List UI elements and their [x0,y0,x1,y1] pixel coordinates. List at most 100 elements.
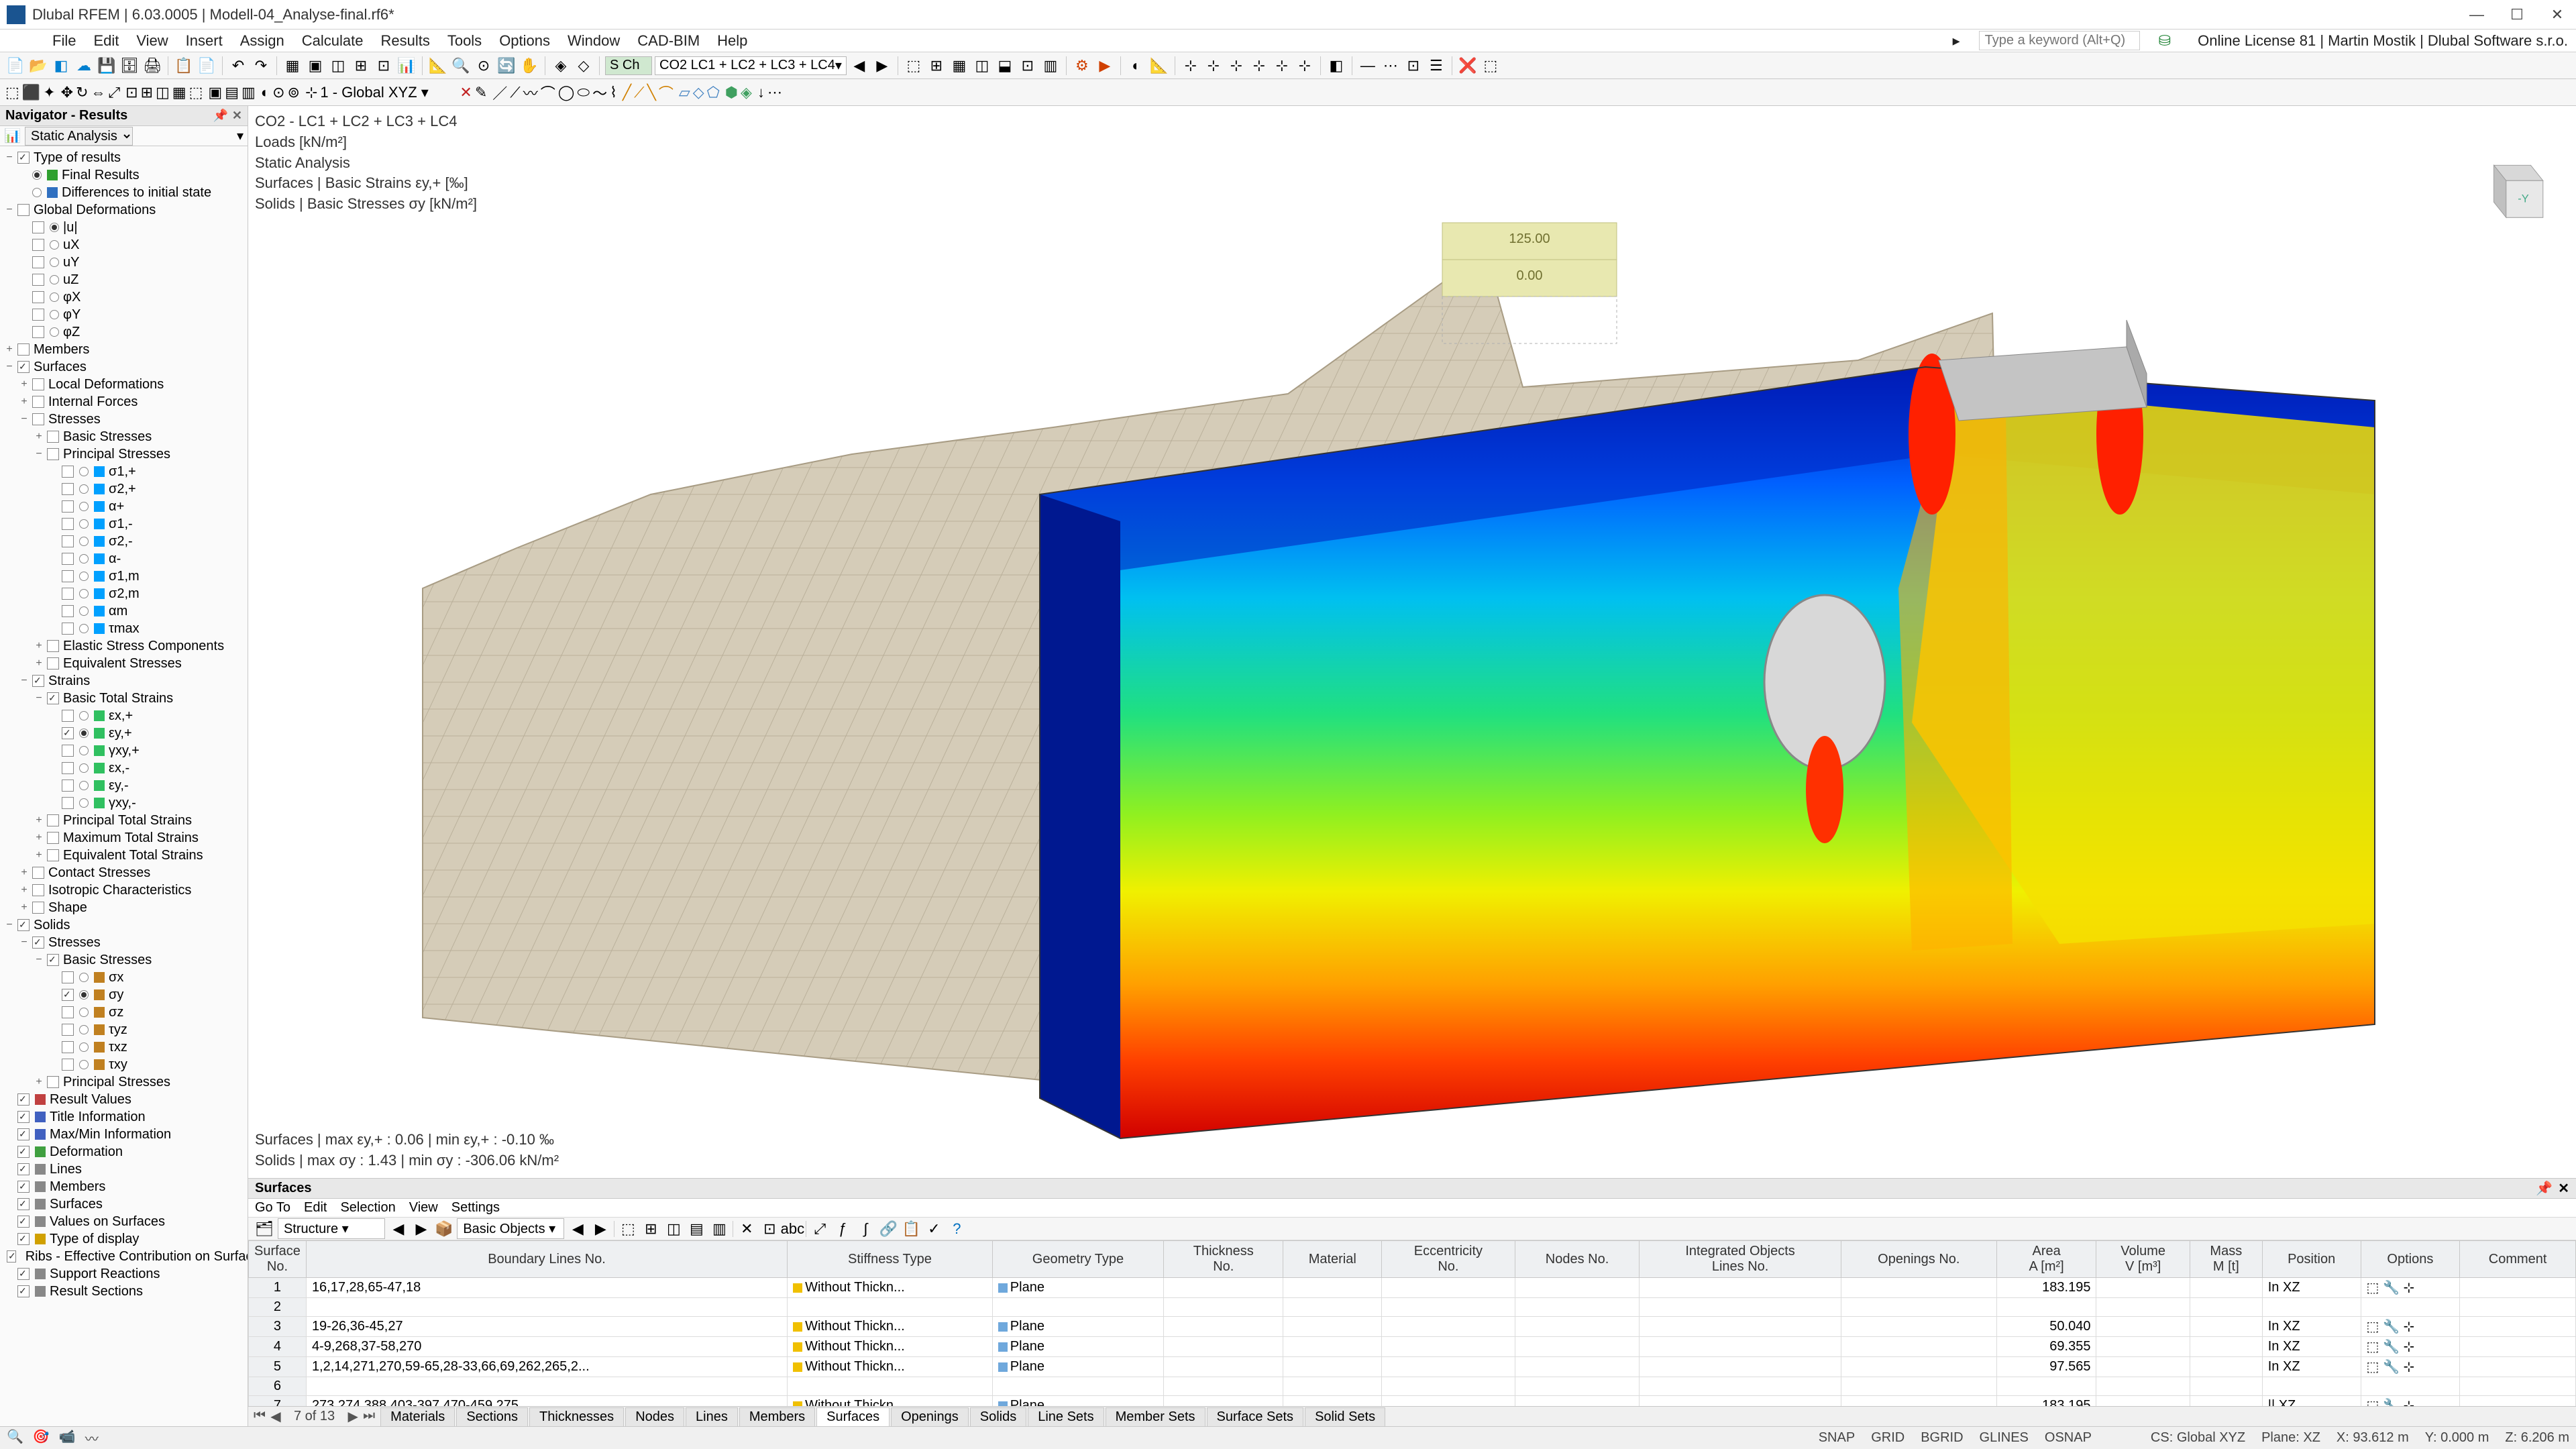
bp-next2-icon[interactable]: ▶ [591,1220,610,1238]
tab-first-icon[interactable]: ⏮ [252,1408,267,1425]
tree-item[interactable]: +Elastic Stress Components [0,637,248,655]
tree-item[interactable]: −Stresses [0,934,248,951]
table-row[interactable]: 6 [249,1377,2576,1396]
cloud-icon[interactable]: ☁ [74,56,94,76]
t20-icon[interactable]: ⊡ [1403,56,1424,76]
tree-item[interactable]: Values on Surfaces [0,1213,248,1230]
t21-icon[interactable]: ☰ [1426,56,1446,76]
coord-combo[interactable]: 1 - Global XYZ ▾ [320,84,454,101]
tree-item[interactable]: uZ [0,271,248,288]
table-tab[interactable]: Solids [970,1407,1026,1426]
bp-t5-icon[interactable]: ▥ [710,1220,729,1238]
bp-t6-icon[interactable]: ⊡ [760,1220,779,1238]
table-header[interactable]: Nodes No. [1515,1241,1640,1278]
tree-item[interactable]: +Internal Forces [0,393,248,411]
l3-icon[interactable]: 〰 [523,82,538,103]
tree-item[interactable]: Type of display [0,1230,248,1248]
sf2-icon[interactable]: ◇ [693,84,704,101]
bp-del-icon[interactable]: ✕ [737,1220,756,1238]
tree-item[interactable]: +Principal Total Strains [0,812,248,829]
table-tab[interactable]: Sections [456,1407,528,1426]
table-header[interactable]: Position [2262,1241,2361,1278]
status-icon-2[interactable]: 🎯 [33,1428,50,1448]
table-row[interactable]: 44-9,268,37-58,270Without Thickn...Plane… [249,1337,2576,1357]
bottom-panel-pin-icon[interactable]: 📌 [2536,1180,2553,1197]
paste-icon[interactable]: 📄 [197,56,217,76]
t22-icon[interactable]: ❌ [1458,56,1478,76]
bp-t7-icon[interactable]: abc [783,1220,802,1238]
menu-assign[interactable]: Assign [232,31,292,51]
bp-t3-icon[interactable]: ◫ [664,1220,683,1238]
t5-icon[interactable]: ⬓ [995,56,1015,76]
table-tab[interactable]: Member Sets [1106,1407,1205,1426]
bp-menu-view[interactable]: View [409,1200,438,1216]
tree-item[interactable]: σ1,- [0,515,248,533]
tree-item[interactable]: +Equivalent Total Strains [0,847,248,864]
tree-item[interactable]: −Principal Stresses [0,445,248,463]
table-tab[interactable]: Members [739,1407,815,1426]
t7-icon[interactable]: ▥ [1040,56,1061,76]
prev-lc-icon[interactable]: ◀ [849,56,869,76]
navigator-mode-arrow[interactable]: ▾ [237,127,244,144]
report-icon[interactable]: 📊 [396,56,417,76]
bp-t12-icon[interactable]: 📋 [902,1220,920,1238]
tree-item[interactable]: |u| [0,219,248,236]
tree-item[interactable]: τmax [0,620,248,637]
sel-icon[interactable]: ⬚ [5,84,19,101]
menu-cadbim[interactable]: CAD-BIM [629,31,708,51]
table-row[interactable]: 7273,274,388,403-397,470-459,275Without … [249,1396,2576,1407]
tree-item[interactable]: γxy,- [0,794,248,812]
measure-icon[interactable]: 📐 [428,56,448,76]
table-tab[interactable]: Thicknesses [529,1407,624,1426]
bp-next-icon[interactable]: ▶ [412,1220,431,1238]
table-header[interactable]: Material [1283,1241,1382,1278]
table-tab[interactable]: Line Sets [1028,1407,1104,1426]
t6-icon[interactable]: ⊡ [1018,56,1038,76]
l2-icon[interactable]: ⟋ [510,84,520,101]
bp-menu-goto[interactable]: Go To [255,1200,290,1216]
bp-t13-icon[interactable]: ✓ [924,1220,943,1238]
bp-combo-structure[interactable]: Structure ▾ [278,1218,385,1239]
bp-menu-settings[interactable]: Settings [451,1200,500,1216]
tree-item[interactable]: αm [0,602,248,620]
tree-item[interactable]: −Basic Stresses [0,951,248,969]
navigator-pin-icon[interactable]: 📌 [213,109,227,123]
tree-item[interactable]: −Type of results [0,149,248,166]
table-header[interactable]: EccentricityNo. [1382,1241,1515,1278]
tree-item[interactable]: Final Results [0,166,248,184]
redo-icon[interactable]: ↷ [251,56,271,76]
s8-icon[interactable]: ▥ [241,84,256,101]
menu-insert[interactable]: Insert [178,31,231,51]
tree-item[interactable]: Result Sections [0,1283,248,1300]
menu-calculate[interactable]: Calculate [294,31,372,51]
l6-icon[interactable]: ⬭ [577,84,590,101]
tree-item[interactable]: Surfaces [0,1195,248,1213]
rotate-icon[interactable]: 🔄 [496,56,517,76]
table-row[interactable]: 51,2,14,271,270,59-65,28-33,66,69,262,26… [249,1357,2576,1377]
m1-icon[interactable]: ╱ [623,84,631,101]
tree-item[interactable]: τyz [0,1021,248,1038]
load-type-combo[interactable]: S Ch [605,56,652,75]
tree-item[interactable]: σ2,+ [0,480,248,498]
bp-help-icon[interactable]: ? [947,1220,966,1238]
sel3-icon[interactable]: ✦ [43,84,55,101]
table-tab[interactable]: Surfaces [816,1407,890,1426]
tree-item[interactable]: εy,+ [0,724,248,742]
viewport-3d[interactable]: CO2 - LC1 + LC2 + LC3 + LC4 Loads [kN/m²… [248,106,2576,1178]
bp-t9-icon[interactable]: ƒ [833,1220,852,1238]
tree-item[interactable]: α+ [0,498,248,515]
menu-tools[interactable]: Tools [439,31,490,51]
status-icon-1[interactable]: 🔍 [7,1428,23,1448]
tree-item[interactable]: +Contact Stresses [0,864,248,881]
table-header[interactable]: MassM [t] [2190,1241,2262,1278]
tree-item[interactable]: Lines [0,1161,248,1178]
m3-icon[interactable]: ╲ [647,84,656,101]
t3-icon[interactable]: ▦ [949,56,969,76]
s7-icon[interactable]: ▤ [225,84,239,101]
copy-icon[interactable]: 📋 [174,56,194,76]
m2-icon[interactable]: ⟋ [634,84,644,101]
tree-item[interactable]: +Principal Stresses [0,1073,248,1091]
tree-item[interactable]: Max/Min Information [0,1126,248,1143]
tree-item[interactable]: σ2,- [0,533,248,550]
cs-icon[interactable]: ⊹ [305,84,317,101]
